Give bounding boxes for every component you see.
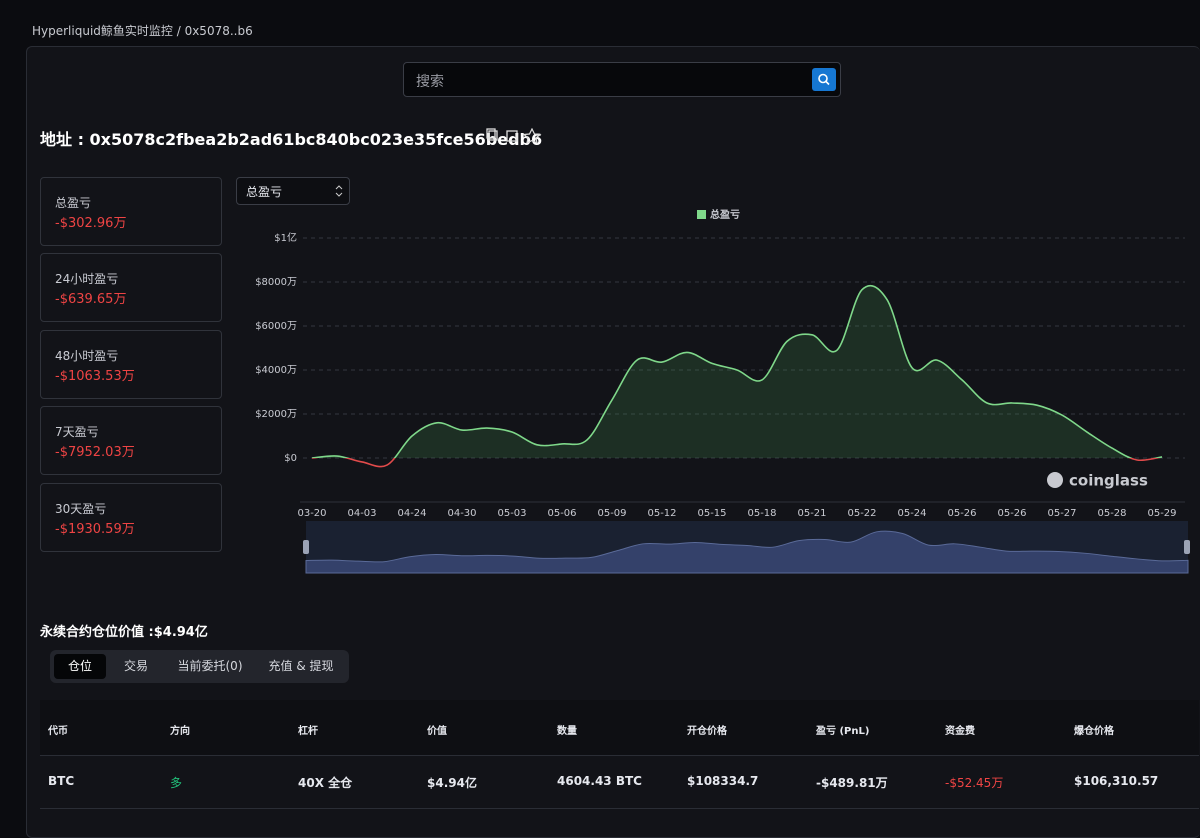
column-header: 资金费 (945, 726, 975, 737)
stat-card: 48小时盈亏 -$1063.53万 (40, 329, 222, 399)
stat-value: -$1930.59万 (55, 521, 135, 537)
position-value: 永续合约仓位价值 :$4.94亿 (40, 625, 208, 640)
stat-value: -$1063.53万 (55, 368, 135, 384)
column-header: 数量 (557, 726, 577, 737)
selector-arrows (335, 185, 343, 197)
tabs: 仓位 交易 当前委托(0) 充值 & 提现 (50, 650, 349, 683)
page: { "breadcrumb": "Hyperliquid鲸鱼实时监控 / 0x5… (26, 24, 1200, 838)
x-tick-label: 05-28 (1097, 508, 1126, 519)
watermark-logo (1047, 472, 1063, 488)
stat-card: 总盈亏 -$302.96万 (40, 177, 222, 246)
search-button[interactable] (812, 68, 836, 91)
stat-card: 24小时盈亏 -$639.65万 (40, 253, 222, 323)
cell: BTC (48, 774, 75, 788)
cell: $106,310.57 (1074, 774, 1159, 788)
y-tick-label: $2000万 (255, 409, 297, 420)
x-tick-label: 05-12 (647, 508, 676, 519)
x-tick-label: 05-24 (897, 508, 926, 519)
stat-label: 30天盈亏 (55, 501, 107, 516)
tab[interactable]: 仓位 (54, 654, 106, 679)
cell: 4604.43 BTC (557, 774, 642, 788)
cell: -$52.45万 (945, 776, 1004, 790)
table-row: BTC 多 40X 全仓 $4.94亿 4604.43 BTC $108334.7 -$48… (40, 756, 1199, 809)
x-tick-label: 05-15 (697, 508, 726, 519)
address: 地址 : 0x5078c2fbea2b2ad61bc840bc023e35fce… (40, 130, 543, 149)
column-header: 开仓价格 (687, 726, 727, 737)
chart-selector[interactable]: 总盈亏 (236, 177, 350, 205)
cell: $108334.7 (687, 774, 759, 788)
chart: $1亿 $8000万 $6000万 $4000万 $2000万 $0 03-20 04-03 0… (255, 208, 1190, 574)
column-header: 代币 (48, 726, 68, 737)
x-tick-label: 05-29 (1147, 508, 1176, 519)
y-tick-label: $8000万 (255, 277, 297, 288)
watermark: coinglass (1069, 472, 1148, 490)
x-tick-label: 05-22 (847, 508, 876, 519)
cell: $4.94亿 (427, 776, 477, 790)
legend-label: 总盈亏 (710, 208, 740, 221)
x-tick-label: 04-30 (447, 508, 476, 519)
tab[interactable]: 充值 & 提现 (268, 659, 334, 673)
y-tick-label: $6000万 (255, 321, 297, 332)
y-tick-label: $1亿 (274, 231, 297, 244)
navigator-handle[interactable] (303, 540, 309, 554)
stat-card: 7天盈亏 -$7952.03万 (40, 406, 222, 476)
stat-value: -$639.65万 (55, 292, 127, 308)
column-header: 爆仓价格 (1074, 726, 1114, 737)
y-tick-label: $0 (284, 453, 297, 464)
x-tick-label: 05-06 (547, 508, 576, 519)
y-tick-label: $4000万 (255, 365, 297, 376)
column-header: 价值 (427, 726, 447, 737)
x-tick-label: 04-03 (347, 508, 376, 519)
navigator-handle[interactable] (1184, 540, 1190, 554)
x-tick-label: 05-27 (1047, 508, 1076, 519)
search-placeholder: 搜索 (416, 74, 444, 90)
area (312, 285, 1162, 458)
x-tick-label: 05-09 (597, 508, 626, 519)
search-icon (818, 73, 830, 86)
x-tick-label: 05-18 (747, 508, 776, 519)
stat-value: -$302.96万 (55, 216, 127, 231)
tab[interactable]: 交易 (123, 659, 148, 673)
x-tick-label: 05-26 (997, 508, 1026, 519)
edit-icon[interactable] (506, 130, 518, 142)
stat-value: -$7952.03万 (55, 445, 135, 461)
chart-selector-text: 总盈亏 (246, 185, 283, 199)
star-icon[interactable] (522, 128, 542, 144)
x-tick-label: 05-03 (497, 508, 526, 519)
stat-label: 7天盈亏 (55, 425, 99, 440)
address-icons (486, 128, 542, 144)
stat-label: 48小时盈亏 (55, 348, 119, 363)
cell: -$489.81万 (816, 776, 888, 790)
column-header: 杠杆 (298, 726, 318, 737)
stat-label: 24小时盈亏 (55, 272, 119, 287)
tab[interactable]: 当前委托(0) (177, 659, 243, 673)
navigator-area (305, 530, 1189, 574)
x-tick-label: 05-26 (947, 508, 976, 519)
cell: 多 (170, 776, 183, 790)
x-tick-label: 04-24 (397, 508, 426, 519)
legend-swatch (697, 210, 706, 219)
stat-card: 30天盈亏 -$1930.59万 (40, 482, 222, 552)
x-tick-label: 03-20 (297, 508, 326, 519)
copy-icon[interactable] (488, 130, 498, 141)
breadcrumb[interactable]: Hyperliquid鲸鱼实时监控 / 0x5078..b6 (32, 24, 253, 38)
table-header: 代币 方向 杠杆 价值 数量 开仓价格 盈亏 (PnL) 资金费 爆仓价格 (40, 700, 1199, 756)
stat-label: 总盈亏 (55, 196, 92, 210)
x-tick-label: 05-21 (797, 508, 826, 519)
cell: 40X 全仓 (298, 776, 353, 790)
column-header: 盈亏 (PnL) (816, 726, 870, 737)
search-box[interactable]: 搜索 (403, 62, 841, 97)
column-header: 方向 (170, 726, 190, 737)
line (311, 284, 1163, 458)
copy-icon-back (486, 128, 496, 139)
